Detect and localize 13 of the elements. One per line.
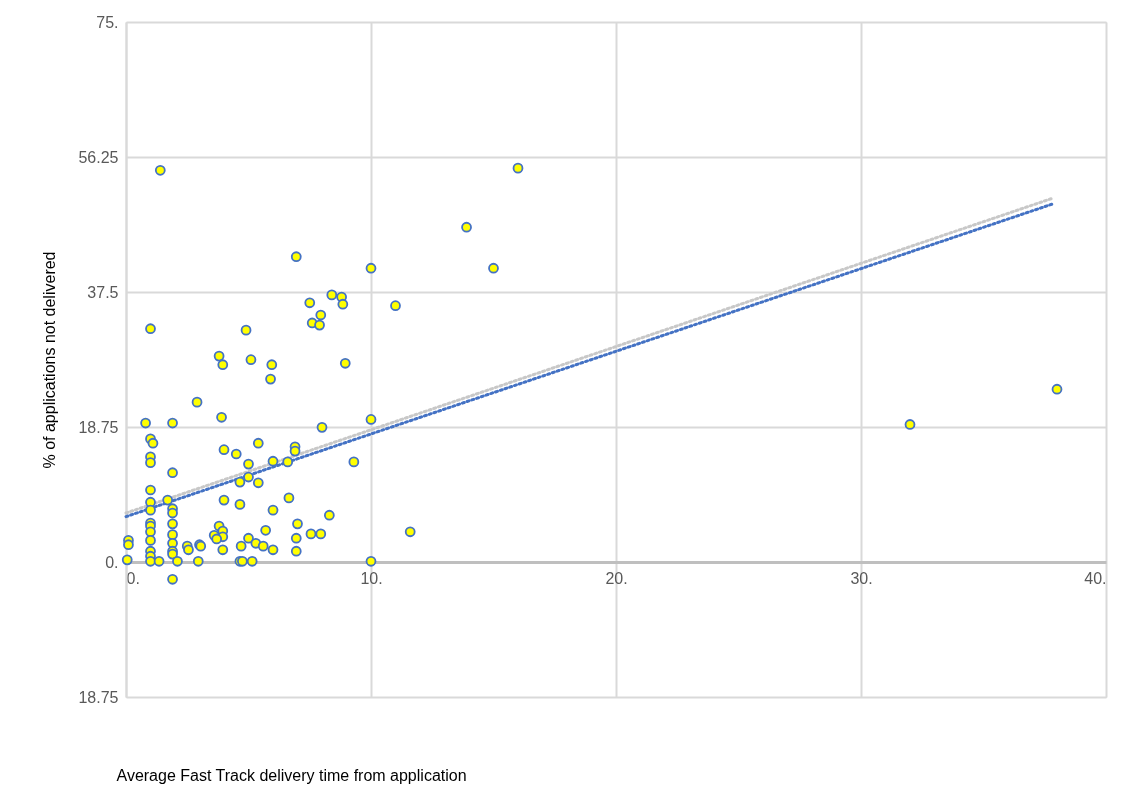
y-tick-label: 18.75 [78, 688, 119, 706]
y-tick-label: 18.75 [78, 418, 119, 436]
x-tick-label: 30. [850, 569, 873, 587]
x-tick-label: 10. [360, 569, 383, 587]
x-tick-label: 0. [126, 569, 140, 587]
x-axis-title: Average Fast Track delivery time from application [116, 766, 467, 784]
x-tick-label: 20. [605, 569, 628, 587]
x-tick-label: 40. [1084, 569, 1107, 587]
y-tick-label: 75. [96, 13, 119, 31]
y-axis-title: % of applications not delivered [41, 251, 59, 469]
y-tick-label: 56.25 [78, 148, 119, 166]
y-tick-label: 0. [105, 553, 119, 571]
y-tick-label: 37.5 [87, 283, 119, 301]
